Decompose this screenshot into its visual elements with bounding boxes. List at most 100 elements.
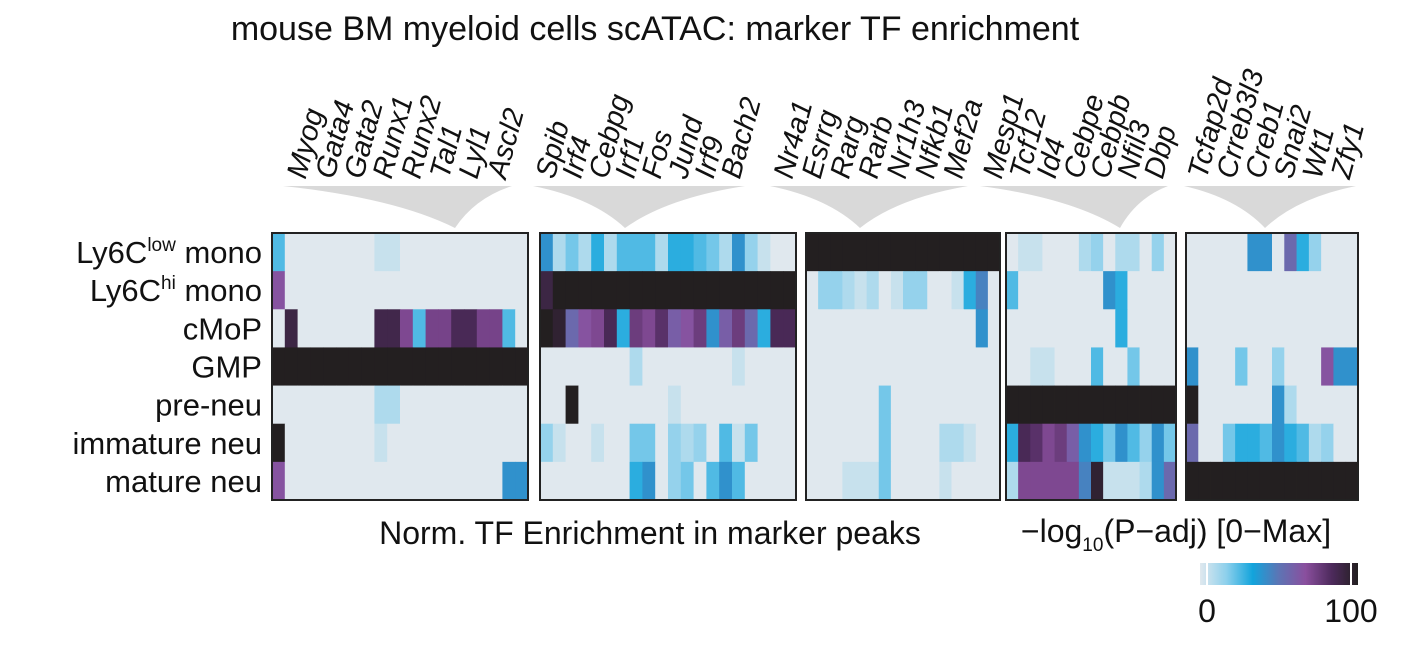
- heatmap-cell: [732, 271, 746, 310]
- heatmap-cell: [1222, 461, 1236, 501]
- heatmap-cell: [565, 309, 579, 348]
- heatmap-cell: [719, 423, 733, 463]
- heatmap-cell: [927, 233, 940, 272]
- heatmap-cell: [502, 233, 516, 272]
- heatmap-cell: [476, 233, 490, 272]
- heatmap-cell: [975, 385, 989, 425]
- heatmap-cell: [464, 385, 478, 425]
- heatmap-cell: [374, 347, 388, 386]
- heatmap-cell: [400, 423, 414, 463]
- heatmap-cell: [1247, 309, 1261, 348]
- heatmap-cell: [451, 385, 465, 425]
- heatmap-cell: [1308, 233, 1322, 272]
- heatmap-cell: [927, 309, 940, 348]
- heatmap-cell: [818, 385, 831, 425]
- heatmap-cell: [1198, 385, 1211, 425]
- heatmap-cell: [515, 423, 529, 463]
- heatmap-cell: [1259, 423, 1273, 463]
- heatmap-cell: [975, 461, 989, 501]
- heatmap-cell: [374, 423, 388, 463]
- heatmap-cell: [412, 309, 426, 348]
- heatmap-cell: [1210, 309, 1224, 348]
- heatmap-cell: [1210, 423, 1224, 463]
- heatmap-cell: [552, 309, 566, 348]
- heatmap-cell: [1127, 385, 1140, 425]
- heatmap-cell: [1030, 461, 1043, 501]
- heatmap-cell: [655, 347, 669, 386]
- heatmap-cell: [1054, 347, 1068, 386]
- heatmap-cell: [1078, 233, 1092, 272]
- heatmap-cell: [604, 271, 618, 310]
- heatmap-cell: [400, 309, 414, 348]
- heatmap-cell: [842, 233, 855, 272]
- heatmap-cell: [323, 461, 337, 501]
- heatmap-cell: [616, 309, 630, 348]
- heatmap-cell: [903, 347, 916, 386]
- heatmap-cell: [818, 423, 831, 463]
- heatmap-cell: [1078, 461, 1092, 501]
- heatmap-cell: [915, 271, 928, 310]
- heatmap-cell: [1151, 233, 1165, 272]
- heatmap-cell: [489, 347, 503, 386]
- heatmap-cell: [1308, 347, 1322, 386]
- heatmap-cell: [770, 423, 784, 463]
- heatmap-cell: [1030, 233, 1043, 272]
- heatmap-cell: [629, 423, 643, 463]
- heatmap-cell: [642, 271, 656, 310]
- heatmap-cell: [987, 233, 1001, 272]
- heatmap-cell: [975, 271, 989, 310]
- heatmap-cell: [903, 233, 916, 272]
- heatmap-cell: [1333, 461, 1347, 501]
- heatmap-cell: [591, 233, 605, 272]
- heatmap-cell: [1091, 309, 1104, 348]
- heatmap-cell: [1222, 385, 1236, 425]
- heatmap-cell: [757, 385, 771, 425]
- heatmap-cell: [361, 309, 375, 348]
- heatmap-cell: [578, 233, 592, 272]
- heatmap-cell: [987, 347, 1001, 386]
- heatmap-cell: [616, 271, 630, 310]
- heatmap-cell: [1210, 385, 1224, 425]
- heatmap-cell: [310, 347, 324, 386]
- heatmap-cell: [770, 385, 784, 425]
- heatmap-cell: [744, 347, 758, 386]
- heatmap-cell: [655, 385, 669, 425]
- heatmap-cell: [732, 309, 746, 348]
- heatmap-cell: [502, 423, 516, 463]
- heatmap-cell: [842, 347, 855, 386]
- heatmap-cell: [1018, 309, 1031, 348]
- label-funnel: [283, 186, 512, 228]
- heatmap-cell: [604, 233, 618, 272]
- heatmap-cell: [642, 233, 656, 272]
- heatmap-cell: [915, 423, 928, 463]
- heatmap-cell: [680, 309, 694, 348]
- heatmap-cell: [591, 309, 605, 348]
- heatmap-cell: [1006, 233, 1019, 272]
- heatmap-cell: [616, 423, 630, 463]
- heatmap-cell: [1018, 423, 1031, 463]
- heatmap-cell: [744, 461, 758, 501]
- heatmap-cell: [629, 461, 643, 501]
- heatmap-cell: [939, 271, 952, 310]
- heatmap-cell: [939, 309, 952, 348]
- heatmap-cell: [489, 461, 503, 501]
- heatmap-cell: [1210, 233, 1224, 272]
- heatmap-cell: [744, 271, 758, 310]
- heatmap-cell: [1006, 423, 1019, 463]
- heatmap-cell: [1006, 271, 1019, 310]
- heatmap-cell: [693, 385, 707, 425]
- heatmap-cell: [744, 309, 758, 348]
- panel-border: [805, 232, 1001, 501]
- heatmap-cell: [1127, 271, 1140, 310]
- heatmap-cell: [1198, 271, 1211, 310]
- heatmap-cell: [866, 461, 880, 501]
- heatmap-cell: [425, 271, 439, 310]
- heatmap-cell: [915, 233, 928, 272]
- heatmap-cell: [1115, 461, 1128, 501]
- heatmap-cell: [1091, 347, 1104, 386]
- heatmap-cell: [770, 461, 784, 501]
- heatmap-cell: [348, 423, 362, 463]
- colorbar-tick-label: 0: [1198, 593, 1216, 629]
- heatmap-cell: [719, 271, 733, 310]
- heatmap-cell: [425, 385, 439, 425]
